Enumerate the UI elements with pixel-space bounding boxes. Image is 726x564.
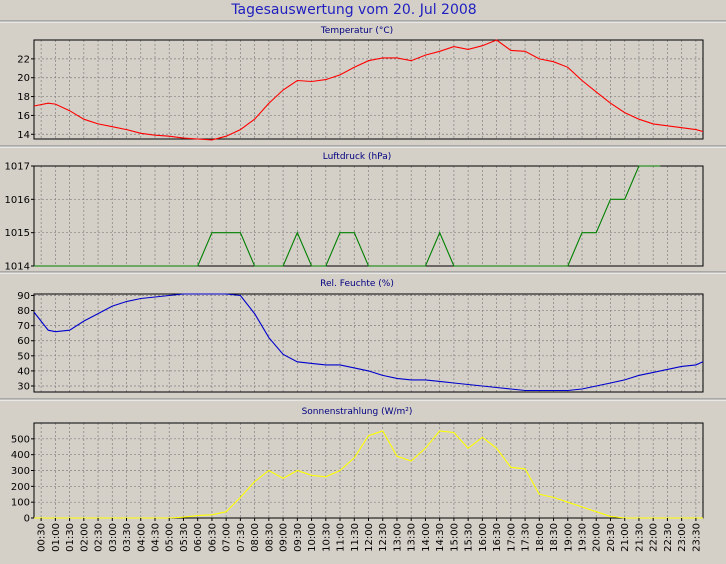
chart-2-series-line	[34, 165, 661, 267]
x-tick-label: 17:30	[521, 523, 532, 552]
chart-panels: Temperatur (°C) 14 16 18 20 22 Luftdruck (hPa)…	[0, 20, 726, 525]
chart-3-ytick-label: 40	[17, 366, 30, 377]
chart-3-ytick-label: 30	[17, 381, 30, 392]
x-tick-label: 16:00	[478, 523, 489, 552]
chart-1-ytick-label: 16	[17, 111, 30, 122]
x-tick-label: 01:30	[65, 523, 76, 552]
chart-2-ytick-label: 1016	[5, 195, 30, 206]
chart-2-ytick-label: 1015	[5, 228, 30, 239]
chart-1-series-line	[33, 39, 704, 141]
x-tick-label: 11:00	[336, 523, 347, 552]
x-tick-label: 05:00	[165, 523, 176, 552]
x-tick-label: 19:00	[563, 523, 574, 552]
x-tick-label: 16:30	[492, 523, 503, 552]
x-tick-label: 22:30	[663, 523, 674, 552]
x-tick-label: 04:30	[151, 523, 162, 552]
x-tick-label: 18:30	[549, 523, 560, 552]
x-tick-label: 07:30	[236, 523, 247, 552]
x-tick-label: 04:00	[136, 523, 147, 552]
x-tick-label: 12:00	[364, 523, 375, 552]
chart-4-title: Sonnenstrahlung (W/m²)	[302, 407, 413, 417]
x-tick-label: 02:30	[94, 523, 105, 552]
chart-1-ytick-label: 22	[17, 54, 30, 65]
x-tick-label: 10:30	[321, 523, 332, 552]
chart-1-frame	[33, 39, 704, 140]
x-tick-label: 20:30	[606, 523, 617, 552]
chart-4-ytick-label: 300	[11, 466, 30, 477]
chart-2-title: Luftdruck (hPa)	[323, 152, 392, 162]
x-tick-label: 22:00	[649, 523, 660, 552]
x-tick-label: 03:30	[122, 523, 133, 552]
chart-3-ytick-label: 70	[17, 321, 30, 332]
chart-4-ytick-label: 100	[11, 498, 30, 509]
x-tick-label: 10:00	[307, 523, 318, 552]
x-tick-label: 15:30	[464, 523, 475, 552]
x-tick-label: 00:30	[37, 523, 48, 552]
chart-3-ytick-label: 60	[17, 336, 30, 347]
x-axis: 00:30 01:00 01:30 02:00 02:30 03:00 03:30 04:00…	[37, 518, 702, 552]
chart-4-ytick-label: 400	[11, 450, 30, 461]
chart-4-ytick-label: 200	[11, 482, 30, 493]
x-tick-label: 23:00	[677, 523, 688, 552]
x-tick-label: 02:00	[79, 523, 90, 552]
x-tick-label: 18:00	[535, 523, 546, 552]
chart-3: Rel. Feuchte (%) 30 40 50 60 70 80 90	[0, 271, 726, 393]
x-tick-label: 21:00	[620, 523, 631, 552]
x-tick-label: 14:00	[421, 523, 432, 552]
chart-4: Sonnenstrahlung (W/m²) 0 100 200 300 400 500	[0, 398, 726, 525]
chart-2-ytick-label: 1014	[5, 262, 30, 273]
chart-3-frame	[33, 293, 704, 393]
chart-4-ytick-label: 500	[11, 434, 30, 445]
x-tick-label: 15:00	[449, 523, 460, 552]
x-tick-label: 21:30	[634, 523, 645, 552]
chart-2: Luftdruck (hPa) 1014 1015 1016 1017	[0, 145, 726, 273]
chart-1-ytick-label: 14	[17, 130, 30, 141]
x-tick-label: 03:00	[108, 523, 119, 552]
x-tick-label: 13:00	[393, 523, 404, 552]
x-tick-label: 08:00	[250, 523, 261, 552]
x-tick-label: 05:30	[179, 523, 190, 552]
chart-3-title: Rel. Feuchte (%)	[320, 279, 394, 289]
x-tick-label: 13:30	[407, 523, 418, 552]
chart-1-ytick-label: 18	[17, 92, 30, 103]
chart-1-title: Temperatur (°C)	[320, 26, 393, 36]
chart-4-series-line	[34, 430, 703, 519]
chart-1-ytick-label: 20	[17, 73, 30, 84]
x-tick-label: 06:00	[193, 523, 204, 552]
chart-4-ytick-label: 0	[24, 514, 30, 525]
x-tick-label: 07:00	[222, 523, 233, 552]
x-tick-label: 20:00	[592, 523, 603, 552]
x-tick-label: 01:00	[51, 523, 62, 552]
chart-1: Temperatur (°C) 14 16 18 20 22	[0, 20, 726, 141]
x-tick-label: 19:30	[578, 523, 589, 552]
chart-3-series-line	[33, 293, 704, 392]
x-tick-label: 09:30	[293, 523, 304, 552]
x-tick-label: 06:30	[207, 523, 218, 552]
x-tick-label: 11:30	[350, 523, 361, 552]
x-tick-label: 23:30	[691, 523, 702, 552]
x-tick-label: 17:00	[506, 523, 517, 552]
x-tick-label: 12:30	[378, 523, 389, 552]
page-title: Tagesauswertung vom 20. Jul 2008	[230, 2, 476, 18]
x-tick-label: 14:30	[435, 523, 446, 552]
chart-3-ytick-label: 50	[17, 351, 30, 362]
chart-2-ytick-label: 1017	[5, 162, 30, 173]
x-tick-label: 09:00	[279, 523, 290, 552]
chart-3-ytick-label: 90	[17, 291, 30, 302]
chart-3-ytick-label: 80	[17, 306, 30, 317]
x-tick-label: 08:30	[264, 523, 275, 552]
